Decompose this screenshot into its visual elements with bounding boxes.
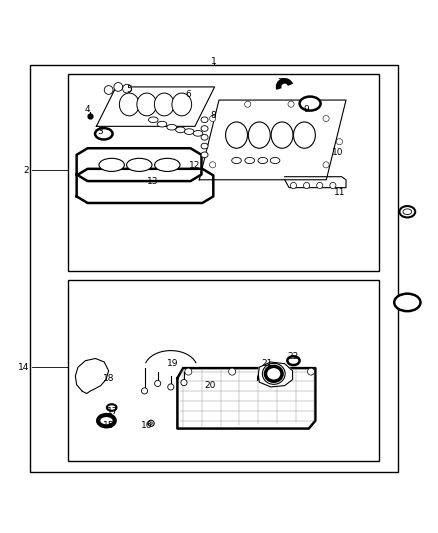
Circle shape [181,379,187,386]
Ellipse shape [127,158,152,172]
Ellipse shape [176,127,185,133]
Text: 14: 14 [18,363,30,372]
Circle shape [210,162,216,168]
Ellipse shape [99,158,124,172]
Ellipse shape [154,93,174,116]
Circle shape [104,86,113,94]
Polygon shape [77,169,213,203]
Bar [68,280,379,462]
Ellipse shape [270,157,280,164]
Text: 4: 4 [85,105,90,114]
Circle shape [141,388,148,394]
Text: 3: 3 [97,127,103,136]
Circle shape [317,182,323,189]
Ellipse shape [107,404,117,411]
Polygon shape [77,148,201,181]
Text: 13: 13 [147,176,158,185]
Circle shape [210,116,216,122]
Bar [68,74,379,271]
Circle shape [304,182,310,189]
Text: 20: 20 [205,381,216,390]
Ellipse shape [201,134,208,140]
Circle shape [290,182,297,189]
Ellipse shape [399,206,415,217]
Ellipse shape [262,364,285,384]
Circle shape [229,368,236,375]
Polygon shape [258,362,293,387]
Ellipse shape [394,294,420,311]
Ellipse shape [98,415,115,426]
Polygon shape [177,368,315,429]
Ellipse shape [155,158,180,172]
Text: 2: 2 [24,166,29,175]
Text: 15: 15 [103,421,114,430]
Ellipse shape [293,122,315,148]
Ellipse shape [119,93,139,116]
Circle shape [272,368,279,375]
Circle shape [288,101,294,107]
Circle shape [245,101,251,107]
Text: 9: 9 [304,105,310,114]
Ellipse shape [258,157,268,164]
Circle shape [323,116,329,122]
Text: 22: 22 [287,352,298,361]
Ellipse shape [137,93,157,116]
Ellipse shape [184,129,194,134]
Text: 10: 10 [332,148,343,157]
Text: 8: 8 [211,111,217,120]
Ellipse shape [245,157,254,164]
Ellipse shape [157,122,167,127]
Ellipse shape [172,93,191,116]
Text: 16: 16 [141,421,152,430]
Text: 17: 17 [107,407,119,416]
Ellipse shape [403,209,412,215]
Ellipse shape [248,122,270,148]
Circle shape [336,139,343,145]
Circle shape [155,381,161,386]
Text: 7: 7 [277,78,283,87]
Ellipse shape [167,124,177,130]
Text: 19: 19 [167,359,179,368]
Ellipse shape [300,96,321,110]
Ellipse shape [95,128,113,140]
Circle shape [330,182,336,189]
Ellipse shape [201,143,208,149]
Text: 12: 12 [189,161,201,170]
Ellipse shape [265,366,282,381]
Polygon shape [96,87,215,126]
Ellipse shape [226,122,247,148]
Text: 21: 21 [261,359,273,368]
Ellipse shape [201,126,208,131]
Circle shape [323,162,329,168]
Circle shape [123,84,131,93]
Text: 1: 1 [211,57,217,66]
Circle shape [307,368,314,375]
Polygon shape [199,100,346,180]
Text: 11: 11 [334,189,345,197]
Polygon shape [285,177,346,188]
Text: 6: 6 [185,90,191,99]
Ellipse shape [287,356,300,365]
Circle shape [114,83,123,91]
Ellipse shape [193,131,203,136]
Text: 18: 18 [103,374,114,383]
Circle shape [148,420,154,426]
Ellipse shape [271,122,293,148]
Ellipse shape [232,157,241,164]
Ellipse shape [148,117,158,123]
Circle shape [185,368,192,375]
Bar [30,65,398,472]
Text: 5: 5 [126,85,132,94]
Ellipse shape [201,117,208,123]
Ellipse shape [201,152,208,158]
Circle shape [150,422,152,425]
Circle shape [168,384,174,390]
